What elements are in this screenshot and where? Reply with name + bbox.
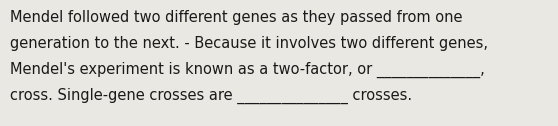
Text: generation to the next. - Because it involves two different genes,: generation to the next. - Because it inv… (10, 36, 488, 51)
Text: Mendel's experiment is known as a two-factor, or ______________,: Mendel's experiment is known as a two-fa… (10, 62, 485, 78)
Text: cross. Single-gene crosses are _______________ crosses.: cross. Single-gene crosses are _________… (10, 88, 412, 104)
Text: Mendel followed two different genes as they passed from one: Mendel followed two different genes as t… (10, 10, 463, 25)
